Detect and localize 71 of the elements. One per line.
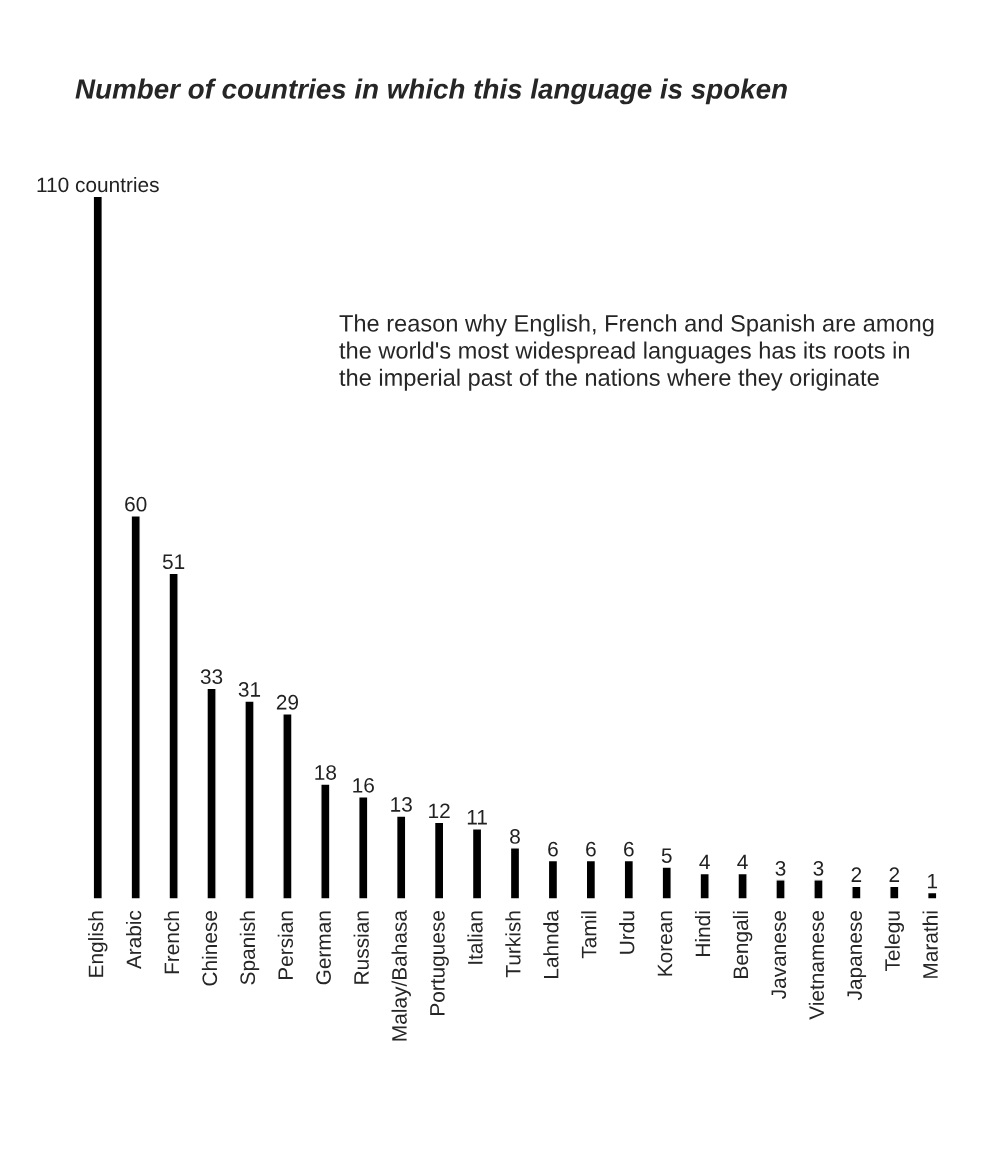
x-tick-label: Spanish [239,911,260,985]
x-tick-label: Russian [353,911,369,984]
x-tick-label: Hindi [694,911,711,956]
data-label: 18 [315,765,337,780]
bar [851,885,862,899]
x-tick-label: Bengali [732,911,753,978]
annotation: The reason why English, French and Spanish are among the world's most widespread languages has its roots in the imperial past of the nations where they originate [339,314,934,391]
x-tick-label: Japanese [847,911,867,1001]
bar [699,872,710,899]
x-tick-label: Arabic [125,910,142,970]
data-label: 6 [586,841,596,857]
bar [395,815,407,899]
data-label: 33 [200,669,223,685]
x-tick-label: Urdu [619,911,635,954]
x-tick-label: Turkish [505,911,521,978]
data-label: 1 [928,873,938,889]
bar [623,859,635,899]
data-label: 2 [889,867,900,882]
x-tick-label: Javanese [771,911,787,999]
bar [168,572,179,899]
bar [320,783,331,899]
bar [661,866,672,899]
bar [813,879,824,899]
x-tick-label: German [316,911,331,985]
data-label: 6 [548,841,558,857]
bar [206,687,217,899]
data-label: 11 [467,810,487,825]
x-tick-label: English [88,911,108,977]
bar [130,515,141,899]
data-label: 13 [391,797,412,812]
data-label: 110 countries [37,176,159,193]
data-label: 5 [661,848,672,863]
data-label: 12 [429,803,450,819]
data-label: 3 [775,860,786,876]
bar [358,796,369,899]
x-tick-label: Portuguese [430,911,449,1015]
bar [737,872,748,899]
data-label: 8 [510,829,520,844]
data-label: 29 [276,694,299,710]
data-label: 51 [162,554,185,570]
bar [775,879,786,899]
x-tick-label: Tamil [581,911,597,959]
x-tick-label: Italian [467,911,483,964]
chart-title: Number of countries in which this language is spoken [75,78,787,105]
x-tick-label: Malay/Bahasa [391,910,411,1041]
data-label: 60 [125,496,147,512]
x-tick-label: Persian [277,911,294,980]
data-label: 2 [851,867,862,882]
bar [471,828,483,899]
bar [92,195,104,899]
bar [509,847,521,899]
bar [926,891,938,899]
bar [585,859,597,899]
x-tick-label: Chinese [201,911,218,986]
bar [244,700,255,899]
data-label: 4 [737,854,748,870]
x-tick-label: Marathi [922,911,938,978]
data-label: 4 [699,854,710,870]
data-label: 31 [238,682,261,697]
x-tick-label: Lahnda [543,910,559,978]
x-tick-label: Vietnamese [808,911,825,1020]
bar [433,821,445,899]
bar [282,713,293,899]
data-label: 6 [624,841,634,857]
bar [547,859,559,899]
data-label: 16 [353,777,374,793]
data-label: 3 [813,860,824,876]
x-tick-label: French [163,911,180,974]
bar [889,885,900,899]
x-tick-label: Telegu [884,911,905,972]
x-tick-label: Korean [657,911,673,976]
